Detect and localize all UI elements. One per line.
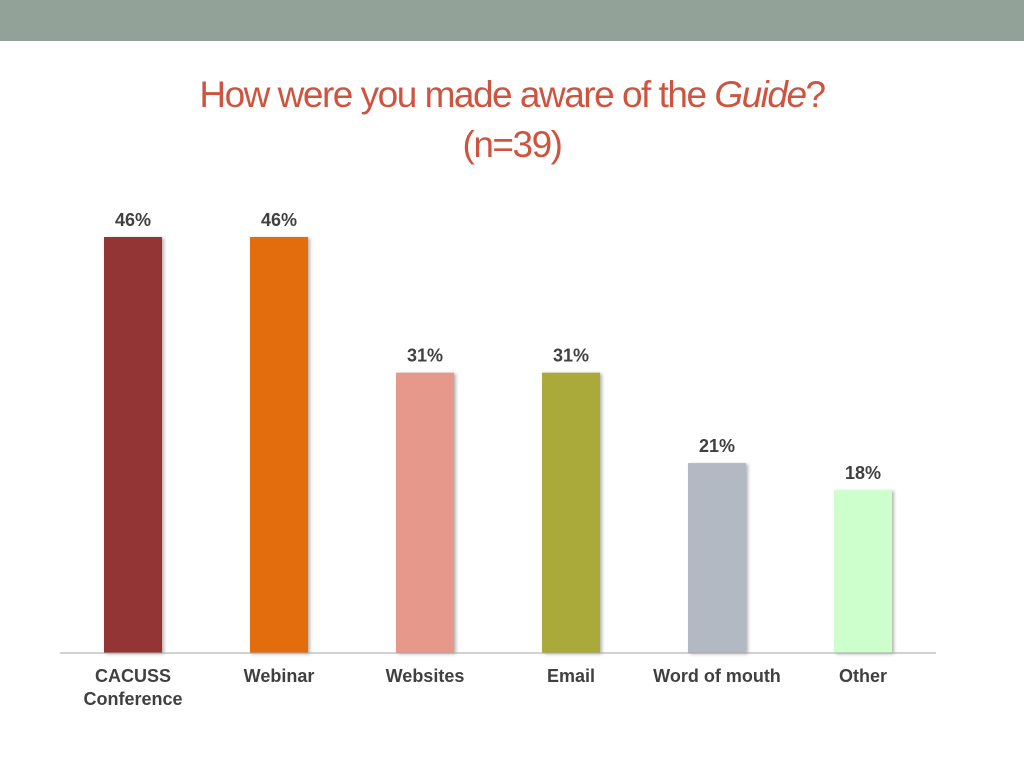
title-emphasis: Guide [714,74,807,115]
data-label-2: 31% [407,346,443,366]
bar-4 [688,463,746,653]
bar-1 [250,237,308,653]
chart-subtitle: (n=39) [462,124,563,165]
title-text-after: ? [805,74,827,115]
category-label-1: Webinar [244,666,315,686]
category-label-3: Email [547,666,595,686]
data-label-0: 46% [115,210,151,230]
title-text-before: How were you made aware of the [199,74,715,115]
data-label-5: 18% [845,463,881,483]
category-label-5: Other [839,666,887,686]
bar-5 [834,490,892,653]
bar-2 [396,372,454,653]
bar-3 [542,372,600,653]
title-line: How were you made aware of the Guide? [0,70,1024,120]
data-label-1: 46% [261,210,297,230]
top-decorative-band [0,0,1024,41]
data-label-3: 31% [553,346,589,366]
bar-0 [104,237,162,653]
category-label-2: Websites [386,666,465,686]
category-label-4: Word of mouth [653,666,781,686]
chart-title: How were you made aware of the Guide? (n… [0,70,1024,170]
data-label-4: 21% [699,436,735,456]
category-label-0-line-1: Conference [83,689,182,709]
category-label-0-line-0: CACUSS [95,666,171,686]
